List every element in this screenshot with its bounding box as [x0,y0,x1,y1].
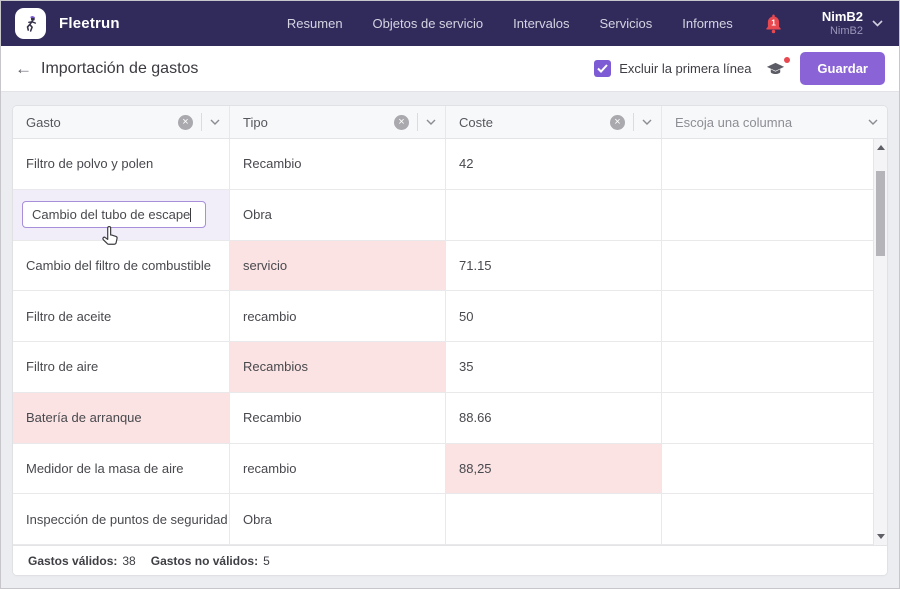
table-row: Medidor de la masa de aire recambio 88,2… [13,443,874,495]
nav-item-2[interactable]: Intervalos [513,16,570,31]
header-divider [417,113,418,131]
scroll-down-arrow-icon[interactable] [877,534,885,539]
table-row: Cambio del tubo de escape Obra [13,189,874,241]
table-cell[interactable] [662,444,874,494]
table-cell[interactable]: Batería de arranque [13,392,230,443]
table-row: Filtro de polvo y polen Recambio 42 [13,139,874,190]
user-account: NimB2 [829,24,863,37]
invalid-count-label: Gastos no válidos: [150,553,259,568]
cell-edit-input[interactable]: Cambio del tubo de escape [22,201,206,229]
table-cell[interactable]: Filtro de polvo y polen [13,139,230,189]
back-button[interactable]: ← [15,59,32,78]
table-cell[interactable]: Medidor de la masa de aire [13,443,230,494]
column-dropdown-chevron-icon[interactable] [868,119,878,125]
user-menu[interactable]: NimB2 NimB2 [822,9,883,39]
table-row: Inspección de puntos de seguridad Obra [13,494,874,545]
table-row: Filtro de aceite recambio 50 [13,291,874,342]
column-dropdown-chevron-icon[interactable] [210,119,220,125]
table-cell[interactable]: Recambio [230,139,446,189]
tutorial-alert-dot [784,57,791,63]
table-cell[interactable]: Obra [230,189,446,240]
valid-count-value: 38 [122,553,136,568]
table-cell[interactable]: Recambio [230,392,446,443]
table-cell[interactable] [662,393,874,443]
page-title: Importación de gastos [41,59,199,77]
table-cell[interactable] [446,494,662,544]
table-cell[interactable] [446,189,662,240]
table-row: Cambio del filtro de combustible servici… [13,240,874,292]
exclude-first-line-checkbox[interactable] [594,60,612,77]
user-name: NimB2 [821,8,863,24]
top-navbar: Fleetrun Resumen Objetos de servicio Int… [1,1,899,46]
table-cell[interactable]: 88.66 [446,392,662,443]
table-body: Filtro de polvo y polen Recambio 42 Camb… [13,139,874,545]
scroll-up-arrow-icon[interactable] [877,145,885,150]
table-cell[interactable]: 71.15 [446,240,662,291]
table-cell[interactable]: Recambios [230,342,446,392]
table-row: Batería de arranque Recambio 88.66 [13,392,874,444]
table-footer: Gastos válidos: 38 Gastos no válidos: 5 [13,545,887,575]
table-cell[interactable]: servicio [230,240,446,291]
column-header-3: Escoja una columna [662,106,887,138]
table-cell[interactable] [662,291,874,341]
brand-name: Fleetrun [59,15,120,32]
table-scrollbar[interactable] [873,139,887,545]
main-nav: Resumen Objetos de servicio Intervalos S… [287,16,733,31]
table-cell[interactable]: Cambio del filtro de combustible [13,240,230,291]
scrollbar-thumb[interactable] [876,171,885,256]
page-toolbar: ← Importación de gastos Excluir la prime… [1,46,899,92]
save-button[interactable]: Guardar [800,52,885,85]
table-cell[interactable]: recambio [230,443,446,494]
clear-column-button[interactable]: × [394,114,409,130]
clear-column-button[interactable]: × [178,114,193,130]
column-header-2: Coste × [446,106,662,138]
table-cell[interactable]: 35 [446,342,662,392]
column-dropdown-chevron-icon[interactable] [642,119,652,125]
valid-count-label: Gastos válidos: [28,553,118,568]
table-cell[interactable]: 42 [446,139,662,189]
table-cell[interactable]: recambio [230,291,446,341]
table-cell-editing[interactable]: Cambio del tubo de escape [13,189,230,240]
table-row: Filtro de aire Recambios 35 [13,342,874,393]
header-divider [201,113,202,131]
nav-item-3[interactable]: Servicios [599,16,653,31]
table-cell[interactable] [662,342,874,392]
column-header-1: Tipo × [230,106,446,138]
header-divider [633,113,634,131]
table-cell[interactable]: Inspección de puntos de seguridad [13,494,230,544]
table-cell[interactable]: 88,25 [446,443,662,494]
exclude-first-line-label[interactable]: Excluir la primera línea [619,61,752,76]
nav-item-4[interactable]: Informes [682,16,733,31]
column-dropdown-chevron-icon[interactable] [426,119,436,125]
fleetrun-runner-icon [15,8,46,39]
table-cell[interactable] [662,494,874,544]
table-cell[interactable] [662,139,874,189]
table-cell[interactable]: 50 [446,291,662,341]
text-caret [190,207,192,222]
table-header-row: Gasto × Tipo × Coste × Escoja una column… [13,106,887,139]
invalid-count-value: 5 [263,553,270,568]
chevron-down-icon [872,20,883,27]
table-cell[interactable]: Filtro de aire [13,342,230,392]
nav-item-1[interactable]: Objetos de servicio [372,16,484,31]
column-header-0: Gasto × [13,106,230,138]
page-content: Gasto × Tipo × Coste × Escoja una column… [1,92,899,575]
table-cell[interactable] [662,190,874,240]
clear-column-button[interactable]: × [610,114,625,130]
tutorial-graduation-cap-icon[interactable] [765,57,791,77]
nav-item-0[interactable]: Resumen [286,16,343,31]
table-cell[interactable] [662,241,874,291]
table-cell[interactable]: Filtro de aceite [13,291,230,341]
table-cell[interactable]: Obra [230,494,446,544]
notifications-bell-icon[interactable]: 1 [763,12,784,36]
import-table: Gasto × Tipo × Coste × Escoja una column… [13,106,887,575]
logo-button[interactable]: Fleetrun [15,8,120,39]
svg-text:1: 1 [771,17,776,27]
